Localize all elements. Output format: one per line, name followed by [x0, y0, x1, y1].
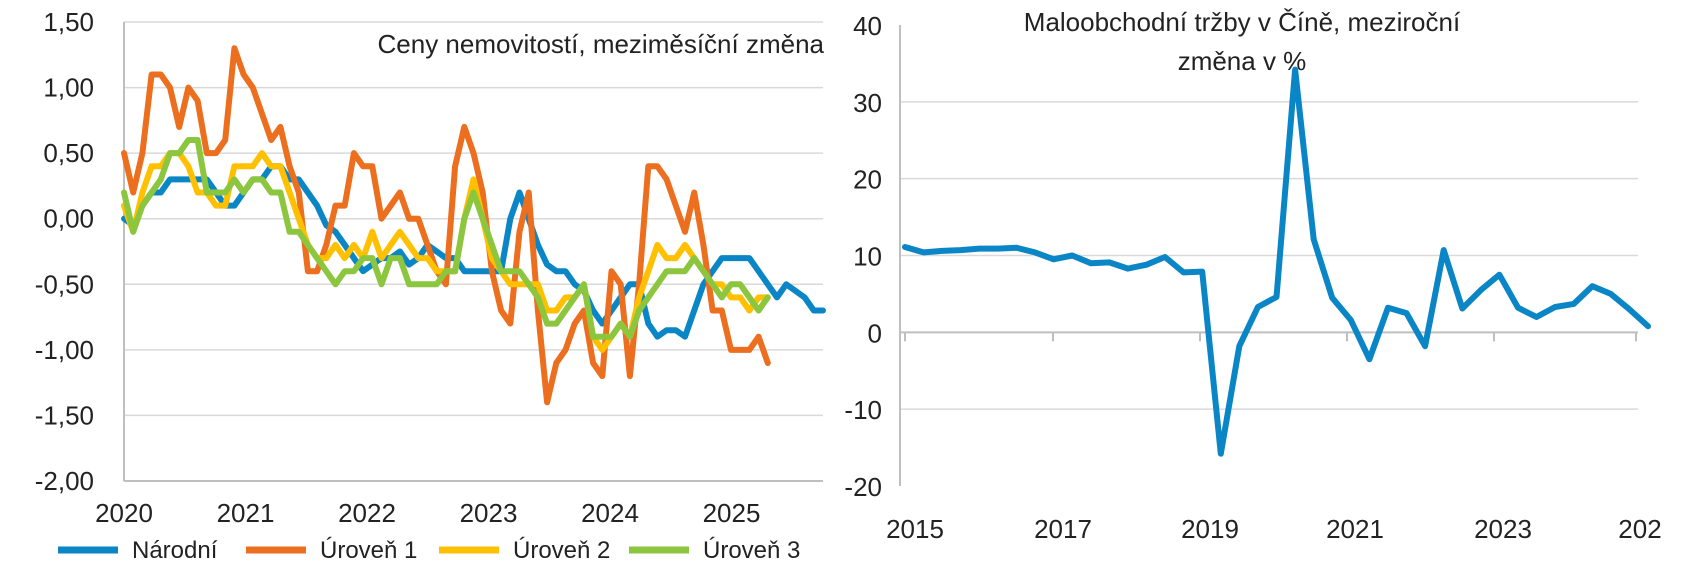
left-x-tick-label: 2022: [338, 498, 396, 528]
legend-label: Úroveň 1: [320, 537, 417, 564]
right-y-tick-label: -20: [844, 472, 882, 502]
legend-label: Národní: [132, 537, 218, 564]
right-x-tick-label: 2015: [886, 514, 944, 544]
left-x-tick-label: 2021: [217, 498, 275, 528]
right-x-tick-label: 2017: [1034, 514, 1092, 544]
legend: Národní Úroveň 1 Úroveň 2 Úroveň 3: [58, 537, 800, 564]
left-x-tick-label: 2020: [95, 498, 153, 528]
house-price-chart: 1,50 1,00 0,50 0,00 -0,50 -1,00 -1,50 -2,00 202…: [35, 7, 826, 564]
right-y-tick-labels: 40 30 20 10 0 -10 -20: [844, 11, 882, 502]
right-y-tick-label: 30: [853, 88, 882, 118]
right-x-tick-label: 202: [1618, 514, 1661, 544]
right-x-tick-label: 2021: [1326, 514, 1384, 544]
legend-label: Úroveň 2: [513, 537, 610, 564]
right-x-tick-labels: 2015 2017 2019 2021 2023 202: [886, 514, 1662, 544]
right-y-tick-label: 10: [853, 242, 882, 272]
right-series-lines: [902, 66, 1651, 457]
left-y-tick-label: 1,50: [43, 7, 94, 37]
left-y-tick-label: 0,50: [43, 138, 94, 168]
left-x-tick-label: 2025: [703, 498, 761, 528]
left-chart-title: Ceny nemovitostí, meziměsíční změna: [378, 29, 825, 59]
right-y-tick-label: 20: [853, 165, 882, 195]
left-y-tick-label: -2,00: [35, 466, 94, 496]
left-x-tick-label: 2024: [581, 498, 639, 528]
right-chart-title-line-1: Maloobchodní tržby v Číně, meziroční: [1024, 7, 1461, 37]
right-y-tick-label: 0: [868, 318, 882, 348]
right-gridlines: [900, 101, 1638, 410]
left-x-tick-label: 2023: [460, 498, 518, 528]
left-series-lines: [121, 45, 826, 406]
series-line: [121, 45, 771, 406]
right-y-tick-label: -10: [844, 395, 882, 425]
right-x-tick-label: 2023: [1474, 514, 1532, 544]
left-y-tick-label: -0,50: [35, 269, 94, 299]
right-x-tick-label: 2019: [1181, 514, 1239, 544]
left-y-tick-label: -1,50: [35, 400, 94, 430]
right-y-tick-label: 40: [853, 11, 882, 41]
series-line: [121, 137, 771, 340]
left-y-tick-label: 0,00: [43, 204, 94, 234]
series-line: [902, 66, 1651, 457]
left-y-tick-label: 1,00: [43, 73, 94, 103]
right-chart-title-line-2: změna v %: [1178, 46, 1307, 76]
left-y-tick-label: -1,00: [35, 335, 94, 365]
left-y-tick-labels: 1,50 1,00 0,50 0,00 -0,50 -1,00 -1,50 -2,00: [35, 7, 94, 496]
left-x-tick-labels: 2020 2021 2022 2023 2024 2025: [95, 498, 760, 528]
legend-label: Úroveň 3: [703, 537, 800, 564]
